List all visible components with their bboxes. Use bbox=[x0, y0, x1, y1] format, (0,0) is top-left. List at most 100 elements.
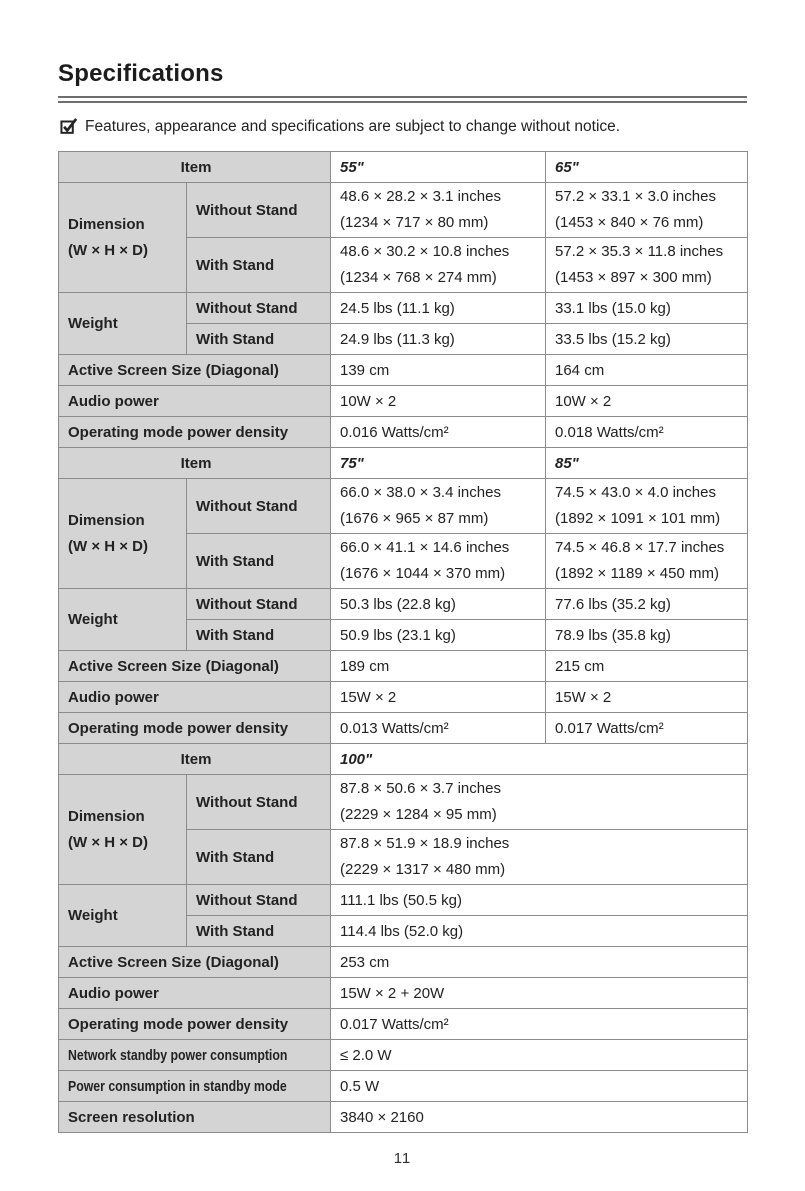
table-row: Weight Without Stand 111.1 lbs (50.5 kg) bbox=[58, 884, 748, 947]
standby-power-label-text: Power consumption in standby mode bbox=[68, 1077, 287, 1095]
table-row: Item 55" 65" bbox=[58, 151, 748, 183]
audio-power-100: 15W × 2 + 20W bbox=[330, 977, 748, 1009]
checked-checkbox-icon bbox=[60, 117, 78, 135]
dimension-without-stand-100: 87.8 × 50.6 × 3.7 inches (2229 × 1284 × … bbox=[330, 774, 748, 830]
weight-with-stand-55: 24.9 lbs (11.3 kg) bbox=[330, 323, 546, 355]
table-row: With Stand 50.9 lbs (23.1 kg) 78.9 lbs (… bbox=[59, 619, 748, 651]
without-stand-label: Without Stand bbox=[186, 478, 331, 534]
without-stand-label: Without Stand bbox=[186, 774, 331, 830]
dimension-without-stand-65: 57.2 × 33.1 × 3.0 inches (1453 × 840 × 7… bbox=[545, 182, 748, 238]
table-row: With Stand 66.0 × 41.1 × 14.6 inches (16… bbox=[59, 533, 748, 589]
operating-density-label: Operating mode power density bbox=[58, 1008, 331, 1040]
audio-power-label: Audio power bbox=[58, 385, 331, 417]
table-row: Weight Without Stand 50.3 lbs (22.8 kg) … bbox=[58, 588, 748, 651]
network-standby-label-text: Network standby power consumption bbox=[68, 1046, 288, 1064]
standby-power-value: 0.5 W bbox=[330, 1070, 748, 1102]
table-row: Audio power 15W × 2 15W × 2 bbox=[58, 681, 748, 713]
active-screen-size-75: 189 cm bbox=[330, 650, 546, 682]
operating-density-label: Operating mode power density bbox=[58, 712, 331, 744]
weight-label: Weight bbox=[58, 292, 187, 355]
screen-resolution-value: 3840 × 2160 bbox=[330, 1101, 748, 1133]
note-row: Features, appearance and specifications … bbox=[60, 117, 747, 136]
size-55-header: 55" bbox=[330, 151, 546, 183]
size-85-header: 85" bbox=[545, 447, 748, 479]
table-row: Operating mode power density 0.013 Watts… bbox=[58, 712, 748, 744]
table-row: Dimension (W × H × D) Without Stand 48.6… bbox=[58, 182, 748, 293]
weight-with-stand-85: 78.9 lbs (35.8 kg) bbox=[545, 619, 748, 651]
operating-density-100: 0.017 Watts/cm² bbox=[330, 1008, 748, 1040]
table-row: With Stand 87.8 × 51.9 × 18.9 inches (22… bbox=[59, 829, 748, 885]
weight-without-stand-55: 24.5 lbs (11.1 kg) bbox=[330, 292, 546, 324]
dimension-label: Dimension (W × H × D) bbox=[58, 478, 187, 589]
weight-with-stand-100: 114.4 lbs (52.0 kg) bbox=[330, 915, 748, 947]
dimension-with-stand-65: 57.2 × 35.3 × 11.8 inches (1453 × 897 × … bbox=[545, 237, 748, 293]
table-row: Item 75" 85" bbox=[58, 447, 748, 479]
active-screen-size-65: 164 cm bbox=[545, 354, 748, 386]
table-row: Active Screen Size (Diagonal) 139 cm 164… bbox=[58, 354, 748, 386]
page-number: 11 bbox=[393, 1150, 412, 1167]
table-row: Power consumption in standby mode 0.5 W bbox=[58, 1070, 748, 1102]
active-screen-size-label: Active Screen Size (Diagonal) bbox=[58, 650, 331, 682]
screen-resolution-label: Screen resolution bbox=[58, 1101, 331, 1133]
note-text: Features, appearance and specifications … bbox=[85, 118, 621, 135]
table-row: Network standby power consumption ≤ 2.0 … bbox=[58, 1039, 748, 1071]
dimension-with-stand-100: 87.8 × 51.9 × 18.9 inches (2229 × 1317 ×… bbox=[330, 829, 748, 885]
table-row: Dimension (W × H × D) Without Stand 66.0… bbox=[58, 478, 748, 589]
audio-power-85: 15W × 2 bbox=[545, 681, 748, 713]
without-stand-label: Without Stand bbox=[186, 588, 331, 620]
active-screen-size-label: Active Screen Size (Diagonal) bbox=[58, 354, 331, 386]
dimension-with-stand-75: 66.0 × 41.1 × 14.6 inches (1676 × 1044 ×… bbox=[330, 533, 546, 589]
weight-without-stand-85: 77.6 lbs (35.2 kg) bbox=[545, 588, 748, 620]
title-divider bbox=[58, 96, 747, 103]
active-screen-size-100: 253 cm bbox=[330, 946, 748, 978]
standby-power-label: Power consumption in standby mode bbox=[58, 1070, 331, 1102]
size-75-header: 75" bbox=[330, 447, 546, 479]
dimension-label: Dimension (W × H × D) bbox=[58, 774, 187, 885]
with-stand-label: With Stand bbox=[186, 237, 331, 293]
audio-power-label: Audio power bbox=[58, 681, 331, 713]
active-screen-size-55: 139 cm bbox=[330, 354, 546, 386]
without-stand-label: Without Stand bbox=[186, 884, 331, 916]
size-65-header: 65" bbox=[545, 151, 748, 183]
operating-density-label: Operating mode power density bbox=[58, 416, 331, 448]
table-row: Dimension (W × H × D) Without Stand 87.8… bbox=[58, 774, 748, 885]
without-stand-label: Without Stand bbox=[186, 292, 331, 324]
table-row: Active Screen Size (Diagonal) 189 cm 215… bbox=[58, 650, 748, 682]
audio-power-label: Audio power bbox=[58, 977, 331, 1009]
dimension-label: Dimension (W × H × D) bbox=[58, 182, 187, 293]
operating-density-75: 0.013 Watts/cm² bbox=[330, 712, 546, 744]
table-row: Audio power 10W × 2 10W × 2 bbox=[58, 385, 748, 417]
specifications-table: Item 55" 65" Dimension (W × H × D) Witho… bbox=[58, 151, 748, 1133]
operating-density-55: 0.016 Watts/cm² bbox=[330, 416, 546, 448]
active-screen-size-85: 215 cm bbox=[545, 650, 748, 682]
item-header-label: Item bbox=[58, 447, 331, 479]
table-row: Weight Without Stand 24.5 lbs (11.1 kg) … bbox=[58, 292, 748, 355]
network-standby-label: Network standby power consumption bbox=[58, 1039, 331, 1071]
with-stand-label: With Stand bbox=[186, 829, 331, 885]
weight-label: Weight bbox=[58, 588, 187, 651]
with-stand-label: With Stand bbox=[186, 915, 331, 947]
table-row: Screen resolution 3840 × 2160 bbox=[58, 1101, 748, 1133]
network-standby-value: ≤ 2.0 W bbox=[330, 1039, 748, 1071]
dimension-without-stand-85: 74.5 × 43.0 × 4.0 inches (1892 × 1091 × … bbox=[545, 478, 748, 534]
weight-with-stand-75: 50.9 lbs (23.1 kg) bbox=[330, 619, 546, 651]
table-row: Operating mode power density 0.017 Watts… bbox=[58, 1008, 748, 1040]
table-row: With Stand 24.9 lbs (11.3 kg) 33.5 lbs (… bbox=[59, 323, 748, 355]
dimension-with-stand-55: 48.6 × 30.2 × 10.8 inches (1234 × 768 × … bbox=[330, 237, 546, 293]
weight-without-stand-100: 111.1 lbs (50.5 kg) bbox=[330, 884, 748, 916]
table-row: Operating mode power density 0.016 Watts… bbox=[58, 416, 748, 448]
item-header-label: Item bbox=[58, 743, 331, 775]
weight-without-stand-65: 33.1 lbs (15.0 kg) bbox=[545, 292, 748, 324]
table-row: Audio power 15W × 2 + 20W bbox=[58, 977, 748, 1009]
page-title: Specifications bbox=[58, 60, 224, 87]
with-stand-label: With Stand bbox=[186, 533, 331, 589]
operating-density-65: 0.018 Watts/cm² bbox=[545, 416, 748, 448]
weight-label: Weight bbox=[58, 884, 187, 947]
item-header-label: Item bbox=[58, 151, 331, 183]
operating-density-85: 0.017 Watts/cm² bbox=[545, 712, 748, 744]
weight-without-stand-75: 50.3 lbs (22.8 kg) bbox=[330, 588, 546, 620]
dimension-without-stand-75: 66.0 × 38.0 × 3.4 inches (1676 × 965 × 8… bbox=[330, 478, 546, 534]
dimension-with-stand-85: 74.5 × 46.8 × 17.7 inches (1892 × 1189 ×… bbox=[545, 533, 748, 589]
size-100-header: 100" bbox=[330, 743, 748, 775]
